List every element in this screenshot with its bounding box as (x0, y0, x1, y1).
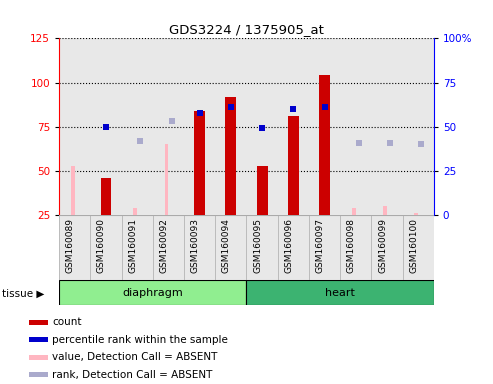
Bar (134, 208, 137, 215)
Bar (246, 280, 434, 305)
Bar (278, 38, 309, 215)
Text: diaphragm: diaphragm (122, 288, 183, 298)
Bar (215, 38, 246, 215)
Bar (184, 38, 215, 215)
Text: GSM160089: GSM160089 (66, 218, 75, 273)
Bar (415, 213, 418, 215)
Text: heart: heart (325, 288, 355, 298)
Bar (122, 38, 153, 215)
Bar (101, 178, 111, 215)
Bar (59, 38, 90, 215)
Bar (215, 215, 246, 280)
Text: count: count (52, 317, 82, 327)
Text: GSM160100: GSM160100 (409, 218, 418, 273)
Bar (122, 215, 153, 280)
Bar (184, 215, 215, 280)
Bar (29, 337, 48, 342)
Text: GSM160098: GSM160098 (347, 218, 356, 273)
Text: GSM160094: GSM160094 (222, 218, 231, 273)
Bar (340, 215, 371, 280)
Bar (29, 372, 48, 377)
Text: GSM160097: GSM160097 (316, 218, 324, 273)
Bar (59, 215, 90, 280)
Text: GSM160091: GSM160091 (128, 218, 137, 273)
Bar (90, 215, 122, 280)
Text: GSM160090: GSM160090 (97, 218, 106, 273)
Bar (352, 208, 356, 215)
Bar (371, 215, 403, 280)
Text: GSM160096: GSM160096 (284, 218, 293, 273)
Text: percentile rank within the sample: percentile rank within the sample (52, 335, 228, 345)
Bar (246, 38, 278, 215)
Bar (278, 215, 309, 280)
Text: tissue ▶: tissue ▶ (2, 289, 45, 299)
Text: GSM160092: GSM160092 (159, 218, 169, 273)
Title: GDS3224 / 1375905_at: GDS3224 / 1375905_at (169, 23, 324, 36)
Text: GSM160095: GSM160095 (253, 218, 262, 273)
Text: GSM160099: GSM160099 (378, 218, 387, 273)
Bar (153, 38, 184, 215)
Bar (29, 320, 48, 325)
Bar (309, 215, 340, 280)
Bar (246, 215, 278, 280)
Text: GSM160093: GSM160093 (191, 218, 200, 273)
Bar (90, 38, 122, 215)
Bar (194, 111, 205, 215)
Bar (59, 280, 246, 305)
Text: rank, Detection Call = ABSENT: rank, Detection Call = ABSENT (52, 370, 212, 380)
Bar (288, 116, 299, 215)
Bar (371, 38, 403, 215)
Bar (403, 215, 434, 280)
Bar (71, 166, 75, 215)
Bar (383, 206, 387, 215)
Bar (319, 76, 330, 215)
Bar (309, 38, 340, 215)
Bar (165, 144, 169, 215)
Bar (403, 38, 434, 215)
Bar (225, 97, 236, 215)
Text: value, Detection Call = ABSENT: value, Detection Call = ABSENT (52, 352, 217, 362)
Bar (257, 166, 268, 215)
Bar (153, 215, 184, 280)
Bar (29, 355, 48, 360)
Bar (340, 38, 371, 215)
